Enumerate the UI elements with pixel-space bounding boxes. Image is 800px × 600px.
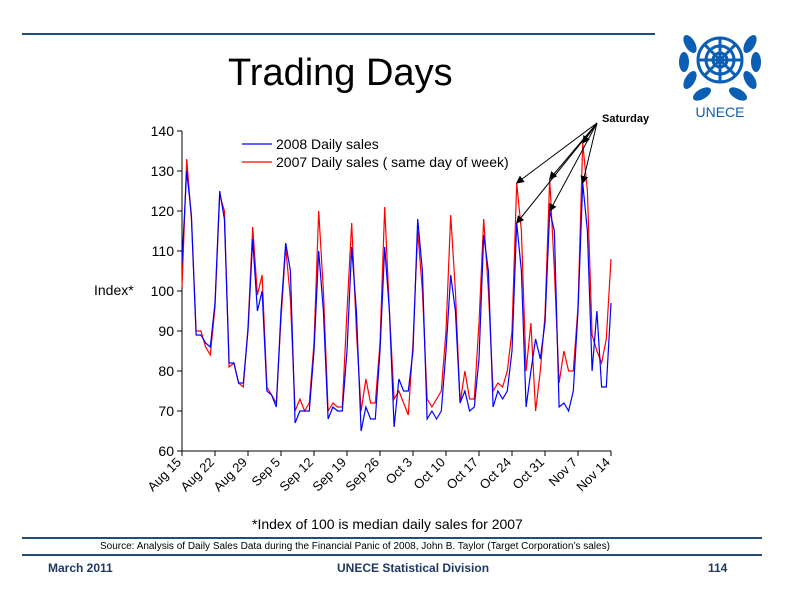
y-tick-label: 110 bbox=[152, 243, 175, 259]
y-tick-label: 120 bbox=[151, 203, 175, 219]
index-note: *Index of 100 is median daily sales for … bbox=[252, 516, 523, 532]
x-tick-label: Oct 31 bbox=[509, 455, 547, 493]
legend-label-2007: 2007 Daily sales ( same day of week) bbox=[276, 154, 509, 170]
logo-text: UNECE bbox=[695, 104, 745, 120]
un-emblem-icon bbox=[679, 34, 761, 101]
saturday-arrow bbox=[515, 122, 598, 184]
x-tick-label: Oct 10 bbox=[410, 455, 448, 493]
source-note: Source: Analysis of Daily Sales Data dur… bbox=[100, 541, 610, 552]
x-tick-label: Aug 15 bbox=[144, 455, 184, 495]
y-tick-label: 60 bbox=[158, 443, 174, 459]
footer-rule-top bbox=[22, 537, 762, 539]
footer-rule-bottom bbox=[22, 554, 762, 556]
chart-legend: 2008 Daily sales 2007 Daily sales ( same… bbox=[242, 136, 509, 170]
y-tick-label: 80 bbox=[158, 363, 174, 379]
y-tick-label: 130 bbox=[151, 163, 175, 179]
legend-label-2008: 2008 Daily sales bbox=[276, 136, 379, 152]
x-tick-label: Aug 22 bbox=[177, 455, 217, 495]
saturday-arrow bbox=[549, 122, 598, 212]
x-tick-label: Nov 14 bbox=[573, 455, 613, 495]
x-tick-label: Sep 12 bbox=[276, 455, 316, 495]
y-tick-label: 90 bbox=[158, 323, 174, 339]
y-axis-label: Index* bbox=[94, 282, 134, 298]
x-tick-label: Sep 26 bbox=[342, 455, 382, 495]
slide-title: Trading Days bbox=[228, 52, 453, 94]
x-tick-label: Oct 24 bbox=[476, 455, 514, 493]
chart-series bbox=[181, 142, 612, 432]
series-line-2007 bbox=[181, 142, 612, 416]
saturday-arrow bbox=[549, 122, 598, 180]
saturday-annotation: Saturday bbox=[602, 113, 650, 125]
x-tick-label: Oct 17 bbox=[443, 455, 481, 493]
x-tick-label: Aug 29 bbox=[210, 455, 250, 495]
footer-page-number: 114 bbox=[708, 561, 728, 575]
saturday-arrow bbox=[582, 122, 598, 144]
y-axis-ticks: 60 70 80 90 100 110 120 130 140 bbox=[151, 123, 182, 459]
saturday-arrow bbox=[580, 122, 598, 184]
saturday-arrows bbox=[515, 122, 598, 224]
series-line-2008 bbox=[181, 170, 612, 432]
footer-division: UNECE Statistical Division bbox=[337, 561, 490, 575]
x-tick-label: Sep 19 bbox=[309, 455, 349, 495]
y-tick-label: 70 bbox=[158, 403, 174, 419]
y-tick-label: 140 bbox=[151, 123, 175, 139]
footer-date: March 2011 bbox=[48, 561, 113, 575]
top-rule bbox=[22, 33, 655, 35]
y-tick-label: 100 bbox=[151, 283, 175, 299]
